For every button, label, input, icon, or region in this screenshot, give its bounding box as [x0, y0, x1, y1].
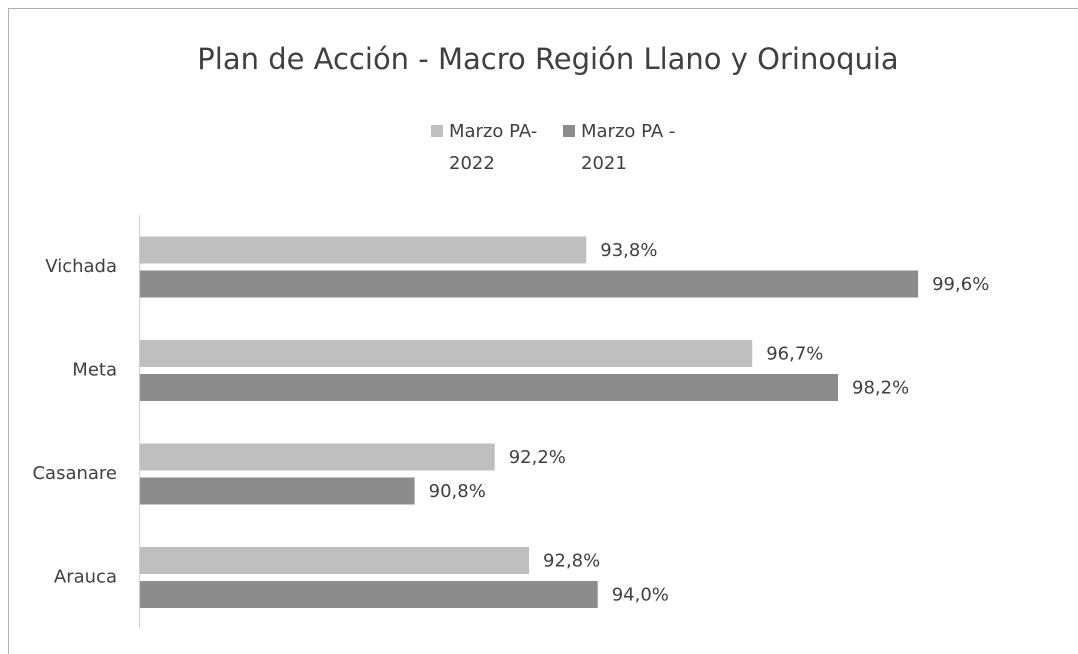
- legend-swatch: [431, 125, 443, 137]
- data-label: 94,0%: [612, 585, 669, 606]
- legend-label: Marzo PA - 2021: [581, 121, 676, 174]
- y-tick-label: Meta: [72, 360, 117, 381]
- bar: [140, 547, 530, 574]
- bar: [140, 477, 415, 505]
- data-label: 93,8%: [600, 240, 657, 261]
- bar: [140, 270, 919, 298]
- bar: [140, 374, 839, 401]
- bar: [140, 340, 753, 367]
- y-tick-label: Casanare: [32, 463, 117, 484]
- data-label: 90,8%: [429, 481, 486, 502]
- data-label: 99,6%: [932, 274, 989, 295]
- data-label: 92,8%: [543, 551, 600, 572]
- bar: [140, 236, 587, 264]
- data-label: 96,7%: [766, 344, 823, 365]
- data-label: 92,2%: [509, 447, 566, 468]
- legend-item: Marzo PA- 2022: [431, 116, 545, 180]
- y-tick-label: Vichada: [45, 256, 117, 277]
- bar: [140, 443, 495, 471]
- legend-item: Marzo PA - 2021: [563, 116, 677, 180]
- legend-swatch: [563, 125, 575, 137]
- y-tick-label: Arauca: [54, 567, 117, 588]
- chart-title: Plan de Acción - Macro Región Llano y Or…: [197, 42, 898, 76]
- data-label: 98,2%: [852, 378, 909, 399]
- chart-frame: [8, 8, 1078, 654]
- bar: [140, 581, 598, 608]
- legend-label: Marzo PA- 2022: [449, 121, 538, 174]
